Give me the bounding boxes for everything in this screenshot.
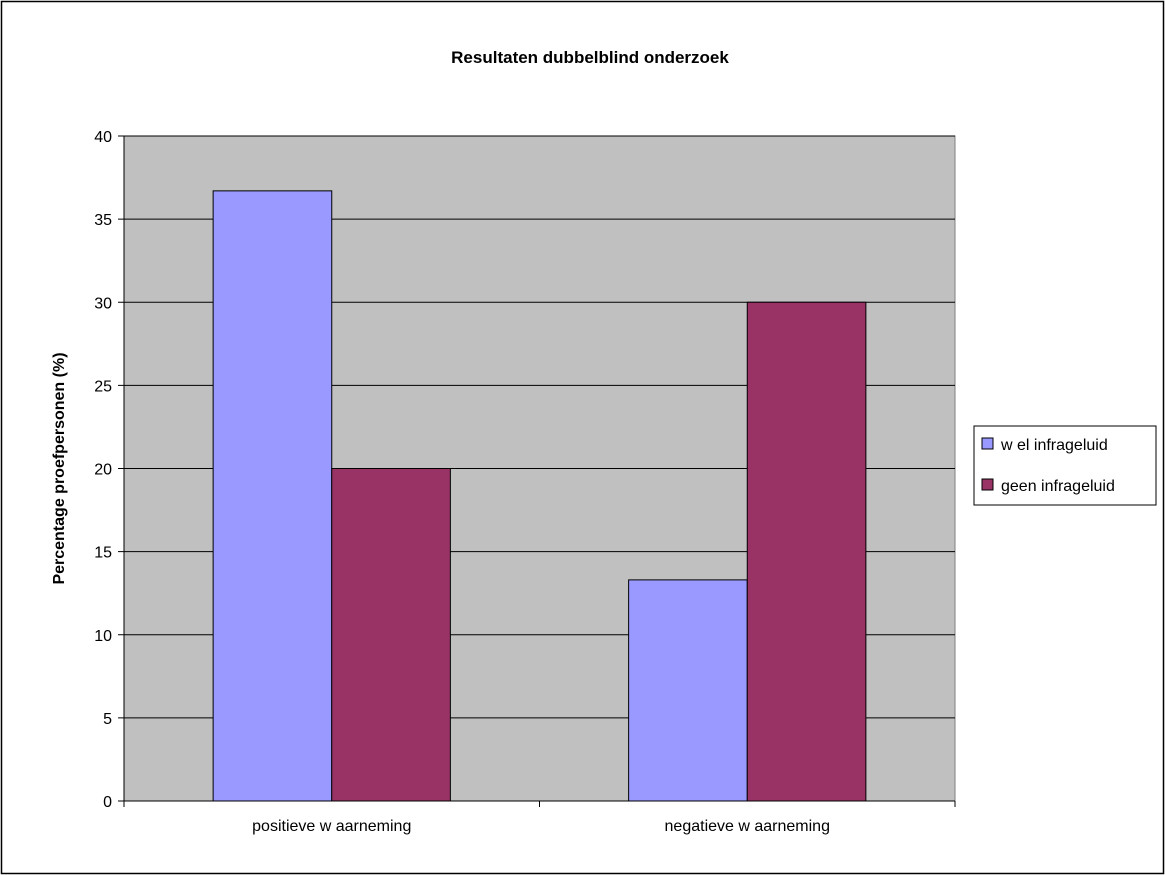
- bar: [212, 190, 333, 802]
- axes: 0 5 10 15 20 25 30 35 40 positieve w aarneming neg…: [94, 129, 956, 835]
- y-tick-label: 30: [94, 295, 112, 312]
- x-tick-label: positieve w aarneming: [252, 818, 411, 835]
- y-tick-label: 10: [94, 628, 112, 645]
- legend-swatch: [981, 437, 994, 450]
- legend: w el infrageluid geen infrageluid: [973, 425, 1157, 506]
- y-tick-label: 15: [94, 545, 112, 562]
- bars: [212, 190, 867, 802]
- legend-label: w el infrageluid: [1000, 437, 1108, 454]
- legend-swatch: [981, 478, 994, 491]
- legend-frame: [973, 425, 1157, 506]
- y-tick-label: 25: [94, 378, 112, 395]
- bar: [746, 301, 867, 802]
- chart-title: Resultaten dubbelblind onderzoek: [451, 48, 729, 67]
- legend-label: geen infrageluid: [1001, 478, 1115, 495]
- bar: [331, 468, 451, 802]
- y-axis-title: Percentage proefpersonen (%): [51, 352, 68, 584]
- y-tick-label: 35: [94, 212, 112, 229]
- y-tick-label: 20: [94, 462, 112, 479]
- y-tick-label: 5: [103, 711, 112, 728]
- x-tick-label: negatieve w aarneming: [665, 818, 830, 835]
- bar: [628, 579, 748, 802]
- y-tick-label: 40: [94, 129, 112, 146]
- y-tick-label: 0: [103, 794, 112, 811]
